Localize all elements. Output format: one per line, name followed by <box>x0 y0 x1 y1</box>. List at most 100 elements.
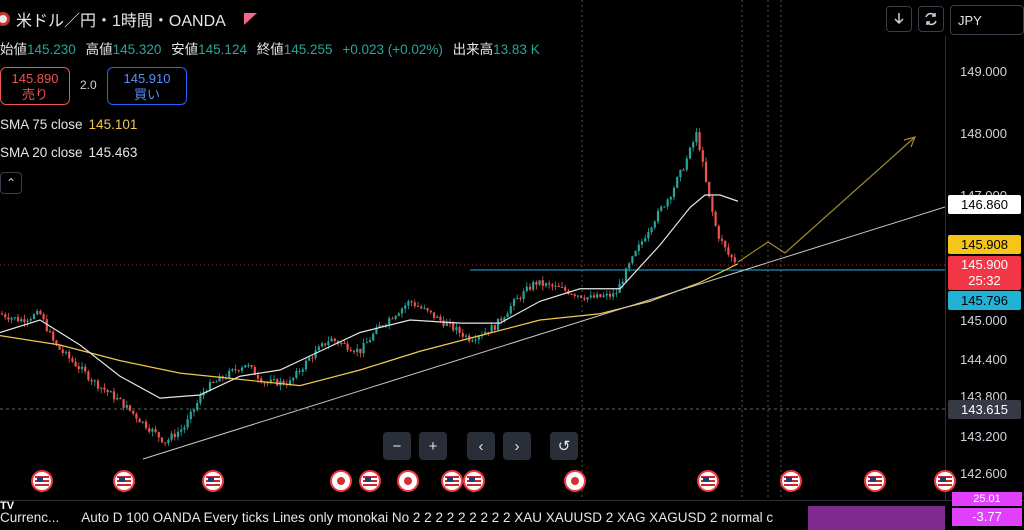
candle-body <box>68 351 71 359</box>
candle-body <box>106 389 109 393</box>
us-flag-icon[interactable] <box>359 470 381 492</box>
candle-body <box>500 318 503 321</box>
candle-body <box>663 206 666 208</box>
candle-body <box>330 338 333 342</box>
candle-body <box>602 295 605 297</box>
candle-body <box>23 319 26 322</box>
hline-price-label: 145.796 <box>948 291 1021 310</box>
us-flag-icon[interactable] <box>463 470 485 492</box>
replay-button[interactable] <box>918 6 944 32</box>
zoom-in-button[interactable]: + <box>419 432 447 460</box>
candle-body <box>519 297 522 299</box>
candle-body <box>532 281 535 290</box>
candle-body <box>36 310 39 315</box>
flag-icon[interactable] <box>243 13 257 25</box>
candle-body <box>557 285 560 288</box>
candle-body <box>189 411 192 420</box>
jp-flag-icon[interactable] <box>564 470 586 492</box>
candle-body <box>541 280 544 286</box>
price-chart-canvas[interactable] <box>0 0 945 500</box>
minus-icon: − <box>392 437 402 455</box>
status-title[interactable]: Currenc... <box>0 510 60 525</box>
candle-body <box>372 333 375 341</box>
collapse-indicators-button[interactable]: ⌃ <box>0 172 22 194</box>
broker-logo-icon <box>0 12 10 26</box>
candle-body <box>640 241 644 245</box>
close-label: 終値 <box>256 42 284 57</box>
candle-body <box>679 169 682 178</box>
jp-flag-icon[interactable] <box>330 470 352 492</box>
candle-body <box>612 293 615 297</box>
us-flag-icon[interactable] <box>697 470 719 492</box>
scroll-left-button[interactable]: ‹ <box>467 432 495 460</box>
candle-body <box>84 366 87 372</box>
candle-body <box>87 371 90 380</box>
candle-body <box>80 366 84 370</box>
candle-body <box>340 342 343 344</box>
candle-body <box>269 379 272 383</box>
candle-body <box>727 247 730 255</box>
candle-body <box>52 331 55 341</box>
sell-button[interactable]: 145.890 売り <box>0 67 70 105</box>
buy-price: 145.910 <box>123 71 171 86</box>
us-flag-icon[interactable] <box>31 470 53 492</box>
us-flag-icon[interactable] <box>113 470 135 492</box>
high-value: 145.320 <box>112 42 162 57</box>
candle-body <box>368 340 372 343</box>
candle-body <box>586 297 589 300</box>
indicator-sma75[interactable]: SMA 75 close 145.101 <box>0 117 137 132</box>
us-flag-icon[interactable] <box>202 470 224 492</box>
us-flag-icon[interactable] <box>441 470 463 492</box>
bar-countdown: 25:32 <box>968 273 1001 288</box>
candle-body <box>564 287 567 291</box>
indicator-value: 145.463 <box>88 145 138 160</box>
candle-body <box>528 286 532 290</box>
candle-body <box>644 238 647 242</box>
candle-body <box>701 150 704 162</box>
chevron-left-icon: ‹ <box>478 437 484 455</box>
candle-body <box>356 348 359 352</box>
candle-body <box>244 365 247 368</box>
candle-body <box>77 366 80 370</box>
symbol-header[interactable]: 米ドル／円・1時間・OANDA <box>0 8 257 30</box>
candle-body <box>512 299 516 307</box>
candle-body <box>218 376 221 382</box>
candle-body <box>154 429 157 433</box>
candle-body <box>461 332 464 337</box>
candle-body <box>272 379 276 381</box>
zoom-out-button[interactable]: − <box>383 432 411 460</box>
scroll-right-button[interactable]: › <box>503 432 531 460</box>
us-flag-icon[interactable] <box>780 470 802 492</box>
candle-body <box>116 397 119 400</box>
currency-select[interactable]: JPY <box>950 5 1024 35</box>
close-value: 145.255 <box>283 42 333 57</box>
jp-flag-icon[interactable] <box>397 470 419 492</box>
us-flag-icon[interactable] <box>934 470 956 492</box>
candle-body <box>666 199 669 207</box>
candle-body <box>548 283 551 285</box>
candle-body <box>215 381 218 383</box>
symbol-title: 米ドル／円・1時間・OANDA <box>16 13 226 30</box>
candle-body <box>103 387 106 390</box>
buy-button[interactable]: 145.910 買い <box>107 67 187 105</box>
us-flag-icon[interactable] <box>864 470 886 492</box>
candle-body <box>570 294 573 296</box>
candle-body <box>260 378 263 383</box>
candle-body <box>4 314 7 318</box>
candle-body <box>13 317 16 319</box>
download-button[interactable] <box>886 6 912 32</box>
candle-body <box>458 327 461 333</box>
candle-body <box>292 377 295 381</box>
candle-body <box>487 331 490 333</box>
tradingview-logo-icon[interactable]: TV <box>0 500 15 512</box>
candle-body <box>112 391 116 400</box>
sma20-line <box>0 194 739 399</box>
indicator-sma20[interactable]: SMA 20 close 145.463 <box>0 145 137 160</box>
candle-body <box>359 348 362 354</box>
price-axis[interactable] <box>945 36 1024 500</box>
candle-body <box>308 357 311 361</box>
candle-body <box>442 320 445 326</box>
reset-chart-button[interactable]: ↺ <box>550 432 578 460</box>
candle-body <box>135 413 138 419</box>
status-text: Currenc... Auto D 100 OANDA Every ticks L… <box>0 510 810 525</box>
